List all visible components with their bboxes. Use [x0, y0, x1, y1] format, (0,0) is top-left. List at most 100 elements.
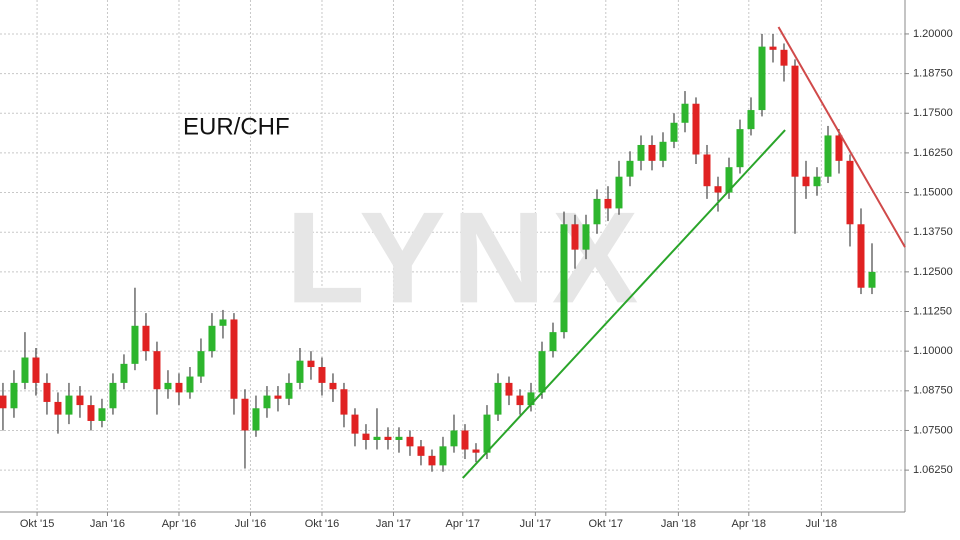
- candle-body: [43, 382, 51, 402]
- candle-body: [483, 414, 491, 453]
- candle-body: [65, 395, 73, 415]
- y-tick-label: 1.10000: [913, 345, 953, 357]
- x-tick-label: Okt '16: [305, 518, 340, 530]
- chart-title: EUR/CHF: [183, 113, 290, 140]
- y-tick-label: 1.16250: [913, 147, 953, 159]
- candle-body: [340, 389, 348, 415]
- candle-body: [692, 103, 700, 155]
- candle-body: [703, 154, 711, 187]
- candle-body: [439, 446, 447, 466]
- y-tick-label: 1.20000: [913, 28, 953, 40]
- candle-body: [428, 455, 436, 466]
- candle-body: [505, 382, 513, 396]
- candle-body: [208, 325, 216, 352]
- candle-body: [153, 351, 161, 390]
- candle-body: [329, 382, 337, 390]
- x-tick-label: Jan '17: [376, 518, 411, 530]
- candle-body: [736, 129, 744, 168]
- candle-body: [384, 436, 392, 440]
- candle-body: [758, 46, 766, 111]
- y-tick-label: 1.06250: [913, 464, 953, 476]
- candle-body: [274, 395, 282, 399]
- x-tick-label: Apr '18: [732, 518, 767, 530]
- x-tick-label: Okt '17: [589, 518, 624, 530]
- candle-body: [582, 224, 590, 250]
- y-tick-label: 1.13750: [913, 226, 953, 238]
- candle-body: [868, 271, 876, 288]
- candle-body: [0, 395, 7, 409]
- x-tick-label: Jul '17: [520, 518, 551, 530]
- x-tick-label: Jan '16: [90, 518, 125, 530]
- candle-body: [648, 144, 656, 161]
- y-tick-label: 1.15000: [913, 186, 953, 198]
- candle-body: [769, 46, 777, 50]
- candle-body: [296, 360, 304, 383]
- candle-body: [142, 325, 150, 352]
- y-tick-label: 1.12500: [913, 266, 953, 278]
- candle-body: [791, 65, 799, 177]
- x-tick-label: Apr '17: [446, 518, 481, 530]
- candle-body: [626, 160, 634, 177]
- candle-body: [307, 360, 315, 368]
- candle-body: [670, 122, 678, 142]
- candle-body: [615, 176, 623, 209]
- candle-body: [219, 319, 227, 326]
- candle-body: [175, 382, 183, 393]
- candle-body: [494, 382, 502, 415]
- candle-body: [538, 351, 546, 393]
- x-tick-label: Jul '16: [235, 518, 266, 530]
- candle-body: [571, 224, 579, 250]
- candle-body: [87, 405, 95, 421]
- candle-body: [659, 141, 667, 161]
- candle-body: [560, 224, 568, 333]
- candle-body: [54, 401, 62, 415]
- candle-body: [527, 392, 535, 406]
- candle-body: [857, 224, 865, 288]
- candle-body: [21, 357, 29, 383]
- candle-body: [472, 449, 480, 453]
- y-tick-label: 1.11250: [913, 305, 952, 317]
- y-tick-label: 1.18750: [913, 68, 953, 80]
- candle-body: [780, 49, 788, 66]
- watermark: LYNX: [286, 184, 645, 330]
- candle-body: [318, 367, 326, 383]
- candle-body: [263, 395, 271, 409]
- candle-body: [32, 357, 40, 383]
- candle-body: [417, 446, 425, 456]
- candle-body: [197, 351, 205, 377]
- trend-line: [777, 26, 906, 248]
- y-tick-label: 1.07500: [913, 424, 953, 436]
- candle-body: [747, 110, 755, 130]
- trend-line: [462, 129, 786, 479]
- candle-body: [285, 382, 293, 399]
- candle-body: [549, 332, 557, 352]
- candle-body: [351, 414, 359, 434]
- candle-body: [120, 363, 128, 383]
- x-tick-label: Jul '18: [806, 518, 837, 530]
- x-tick-label: Jan '18: [661, 518, 696, 530]
- candle-body: [593, 198, 601, 225]
- candle-body: [131, 325, 139, 364]
- candle-body: [637, 144, 645, 161]
- x-tick-label: Okt '15: [20, 518, 55, 530]
- y-tick-label: 1.08750: [913, 385, 953, 397]
- candle-body: [802, 176, 810, 187]
- candle-body: [164, 382, 172, 390]
- candle-body: [10, 382, 18, 409]
- candle-body: [824, 135, 832, 177]
- candle-body: [373, 436, 381, 440]
- candle-body: [461, 430, 469, 450]
- candle-body: [813, 176, 821, 187]
- y-tick-label: 1.17500: [913, 107, 953, 119]
- candle-body: [725, 167, 733, 193]
- candle-body: [109, 382, 117, 409]
- candle-body: [98, 408, 106, 421]
- candle-body: [604, 198, 612, 209]
- x-tick-label: Apr '16: [162, 518, 197, 530]
- candle-body: [362, 433, 370, 440]
- candle-body: [714, 186, 722, 193]
- candle-body: [406, 436, 414, 447]
- candle-body: [186, 376, 194, 393]
- candle-body: [846, 160, 854, 225]
